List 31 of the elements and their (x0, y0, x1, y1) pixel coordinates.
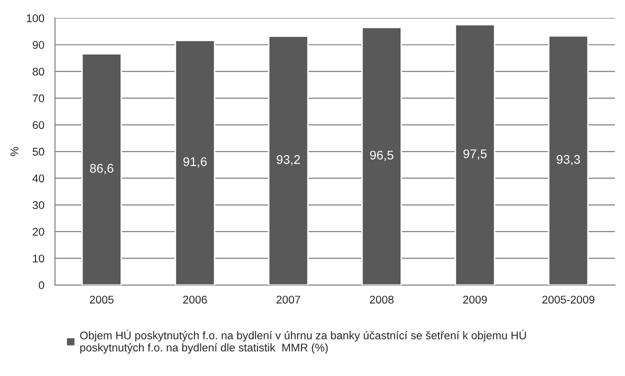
x-tick-label: 2006 (183, 296, 207, 304)
y-tick-label: 30 (32, 201, 44, 210)
bar (268, 36, 309, 286)
data-label: 91,6 (183, 157, 207, 168)
y-tick-label: 20 (32, 228, 44, 236)
bar (361, 26, 402, 286)
y-tick-label: 60 (32, 121, 44, 129)
bar (174, 40, 216, 286)
x-tick-label: 2008 (370, 296, 394, 304)
y-tick-label: 90 (32, 41, 44, 49)
y-tick-label: 10 (33, 254, 44, 262)
y-tick-label: 80 (32, 68, 44, 76)
x-tick-label: 2009 (463, 296, 487, 304)
legend-label: Objem HÚ poskytnutých f.o. na bydlení v úhrnu za banky účastnící se šetření k objemu HÚ poskytnutých f.o. na bydlení dle statistik MMR (%) (80, 330, 526, 354)
data-label: 93,3 (556, 154, 580, 166)
y-tick-label: 100 (26, 14, 44, 22)
y-axis-title: % (10, 146, 18, 156)
y-tick-label: 50 (32, 148, 44, 156)
y-tick-label: 0 (38, 281, 44, 290)
data-label: 97,5 (463, 149, 487, 160)
bar (81, 53, 122, 286)
data-label: 86,6 (90, 164, 114, 174)
bar (548, 35, 589, 286)
x-tick-label: 2007 (276, 296, 300, 304)
x-tick-label: 2005 (90, 296, 114, 304)
data-label: 96,5 (370, 150, 394, 162)
x-tick-label: 2005-2009 (542, 296, 594, 304)
y-tick-label: 70 (32, 94, 44, 102)
y-tick-label: 40 (32, 174, 44, 182)
data-label: 93,2 (276, 155, 300, 166)
bar (454, 24, 496, 286)
